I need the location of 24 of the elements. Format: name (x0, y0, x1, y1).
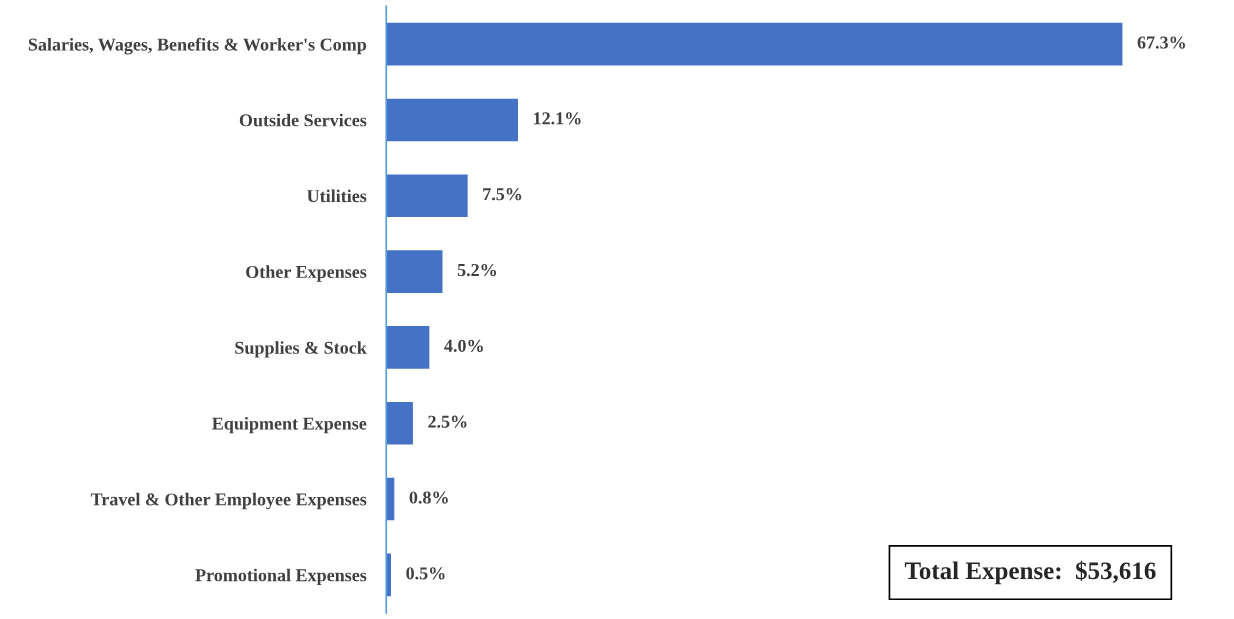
y-tick-label: Supplies & Stock (235, 341, 367, 358)
data-label: 5.2% (457, 263, 496, 277)
bar (386, 248, 444, 295)
y-tick-label: Equipment Expense (212, 416, 367, 434)
y-tick-label: Outside Services (239, 113, 367, 127)
data-label: 0.5% (406, 567, 445, 580)
y-tick-label: Other Expenses (246, 265, 367, 282)
annotation: Total Expense: $53,616 (904, 560, 1156, 585)
bar (386, 324, 431, 371)
y-tick-label: Travel & Other Employee Expenses (90, 492, 367, 510)
bar (386, 476, 396, 522)
data-label: 2.5% (428, 415, 467, 428)
y-tick-label: Promotional Expenses (195, 568, 367, 586)
data-label: 4.0% (444, 339, 483, 353)
bar (386, 97, 520, 143)
bar (386, 173, 470, 219)
data-label: 7.5% (483, 188, 522, 201)
y-tick-label: Utilities (307, 189, 367, 203)
data-label: 12.1% (534, 112, 581, 125)
bar (386, 400, 415, 446)
bar (386, 21, 1124, 67)
y-tick-label: Salaries, Wages, Benefits & Worker's Comp (28, 37, 367, 55)
data-label: 0.8% (409, 491, 448, 504)
data-label: 67.3% (1137, 36, 1185, 49)
